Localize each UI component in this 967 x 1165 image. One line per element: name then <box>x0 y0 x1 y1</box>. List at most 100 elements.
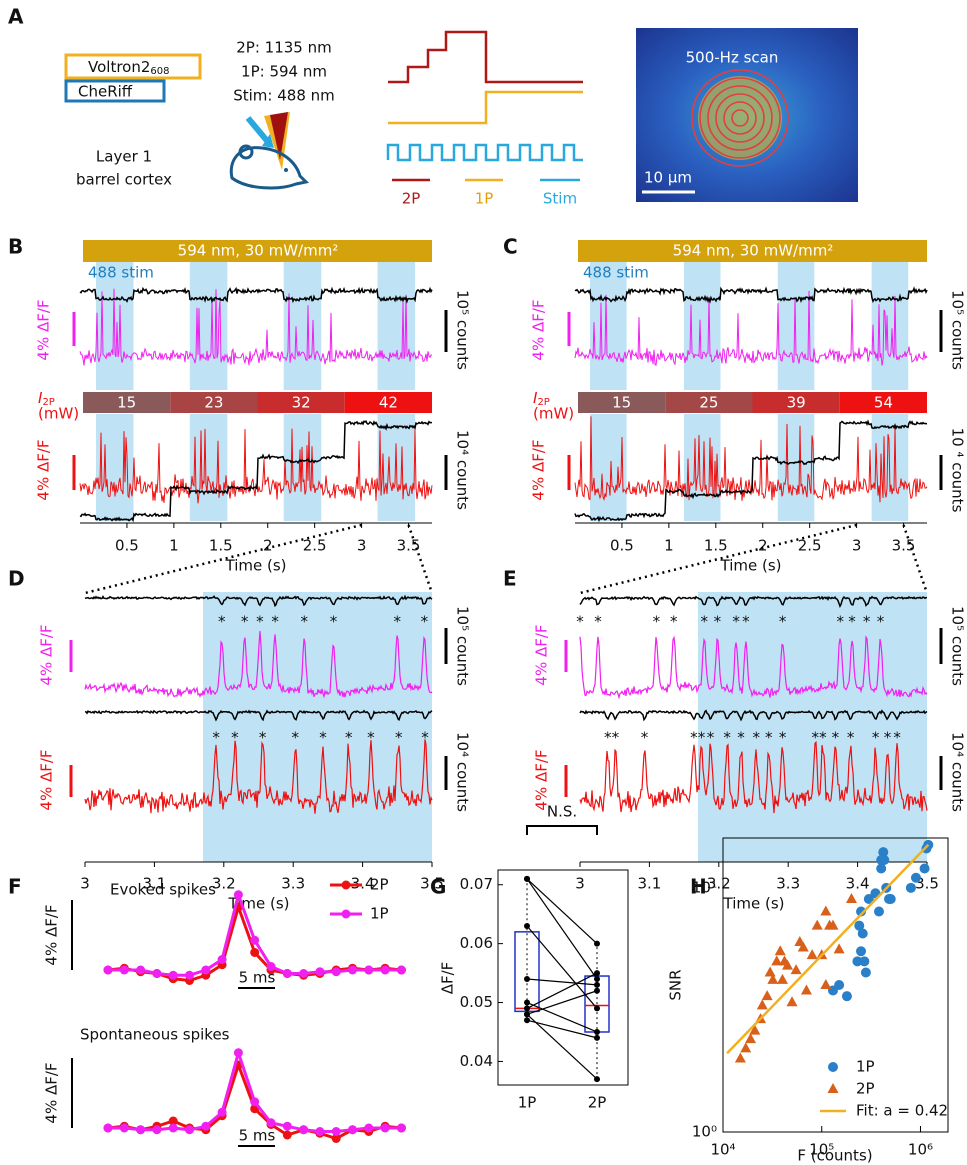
sta-point <box>299 1125 309 1135</box>
y-label: 4% ΔF/F <box>38 749 56 810</box>
spike-marker: * <box>394 613 402 631</box>
sta-point <box>185 1125 194 1135</box>
scatter-point <box>781 959 793 970</box>
y-label: ΔF/F <box>439 962 457 995</box>
sta-point <box>103 965 113 975</box>
spike-marker: * <box>753 729 761 747</box>
counts-trace <box>574 286 928 304</box>
stim-band <box>189 414 228 521</box>
counts-trace <box>574 419 928 523</box>
sta-point <box>217 1107 227 1117</box>
x-tick-label: 2 <box>758 537 768 555</box>
scatter-point <box>820 979 832 989</box>
scatter-point <box>764 966 776 977</box>
sta-point <box>185 970 194 980</box>
x-tick-label: 1.5 <box>704 537 728 555</box>
significance-bracket <box>526 825 598 835</box>
x-tick-label: 2.5 <box>303 537 327 555</box>
spike-marker: * <box>819 729 827 747</box>
pair-point <box>524 1011 530 1018</box>
spike-marker: * <box>256 613 264 631</box>
pair-line <box>526 1001 598 1033</box>
scatter-point <box>749 1024 761 1035</box>
scale-y-label: 4% ΔF/F <box>43 904 61 965</box>
scatter-point <box>856 906 867 917</box>
counts-trace <box>84 594 433 608</box>
scale-x-label: 5 ms <box>239 1127 276 1145</box>
scatter-point <box>734 1052 746 1063</box>
x-tick-label: 2P <box>588 1094 607 1112</box>
stim-label: 488 stim <box>583 264 649 282</box>
indicator-sub: 608 <box>150 66 169 77</box>
scatter-point <box>745 1033 757 1044</box>
spike-marker: * <box>576 613 584 631</box>
sta-point <box>201 965 211 975</box>
protocol-label: 1P <box>475 190 494 208</box>
pair-point <box>594 975 600 982</box>
power-segment <box>170 392 258 413</box>
scatter-point <box>852 956 863 967</box>
panel-letter: G <box>430 875 446 899</box>
sta-point <box>152 969 162 978</box>
power-symbol: I2P <box>38 389 55 409</box>
panel-letter: D <box>8 567 25 591</box>
scatter-point <box>767 973 779 984</box>
scatter-point <box>856 946 867 957</box>
x-label: Time (s) <box>225 557 287 575</box>
x-tick-label: 3.4 <box>846 875 870 893</box>
pair-point <box>524 999 530 1006</box>
region: Layer 1 <box>96 148 152 166</box>
scatter-point <box>873 906 884 917</box>
spike-marker: * <box>421 729 429 747</box>
legend-swatch <box>341 880 351 890</box>
stim-band <box>590 262 627 390</box>
pair-line <box>526 990 598 1015</box>
scatter-point <box>761 990 773 1001</box>
wavelength: Stim: 488 nm <box>233 87 335 105</box>
x-tick-label: 10⁴ <box>710 1141 735 1159</box>
pair-point <box>524 875 530 882</box>
spike-marker: * <box>779 729 787 747</box>
panel-letter: B <box>8 235 23 259</box>
fluorescence-trace <box>79 428 433 504</box>
legend-swatch <box>827 1083 839 1093</box>
x-tick-label: 3.5 <box>892 537 916 555</box>
counts-label: 10⁴ counts <box>949 732 967 812</box>
indicator-box <box>64 53 202 80</box>
power-label: 32 <box>292 394 311 412</box>
x-tick-label: 3.4 <box>351 875 375 893</box>
scatter-point <box>790 964 802 975</box>
sta-point <box>331 1134 341 1143</box>
sta-point <box>136 965 146 975</box>
spike-marker: * <box>395 729 403 747</box>
scatter-point <box>905 882 916 893</box>
sta-point <box>380 1123 390 1133</box>
pair-point <box>594 1005 600 1012</box>
spike-marker: * <box>367 729 375 747</box>
illumination-label: 594 nm, 30 mW/mm² <box>673 242 834 260</box>
counts-label: 10⁵ counts <box>949 290 967 370</box>
fluorescence-trace <box>579 740 928 814</box>
legend-label: Fit: a = 0.42 <box>856 1102 948 1120</box>
sta-point <box>396 1123 406 1133</box>
scatter-point <box>878 847 889 858</box>
sta-point <box>315 967 325 977</box>
x-label: Time (s) <box>720 557 782 575</box>
x-tick-label: 1 <box>169 537 179 555</box>
pair-point <box>594 1034 600 1041</box>
power-label: 23 <box>204 394 223 412</box>
x-tick-label: 3 <box>80 875 90 893</box>
scatter-point <box>863 894 874 905</box>
x-tick-label: 10⁵ <box>809 1141 834 1159</box>
power-segment <box>578 392 666 413</box>
spike-marker: * <box>872 729 880 747</box>
illumination-label: 594 nm, 30 mW/mm² <box>178 242 339 260</box>
sta-point <box>201 1121 211 1131</box>
power-unit: (mW) <box>38 405 79 423</box>
spike-marker: * <box>653 613 661 631</box>
sta-point <box>315 1127 325 1136</box>
spike-marker: * <box>832 729 840 747</box>
spike-marker: * <box>700 613 708 631</box>
x-tick-label: 0.5 <box>610 537 634 555</box>
counts-trace <box>579 595 928 609</box>
